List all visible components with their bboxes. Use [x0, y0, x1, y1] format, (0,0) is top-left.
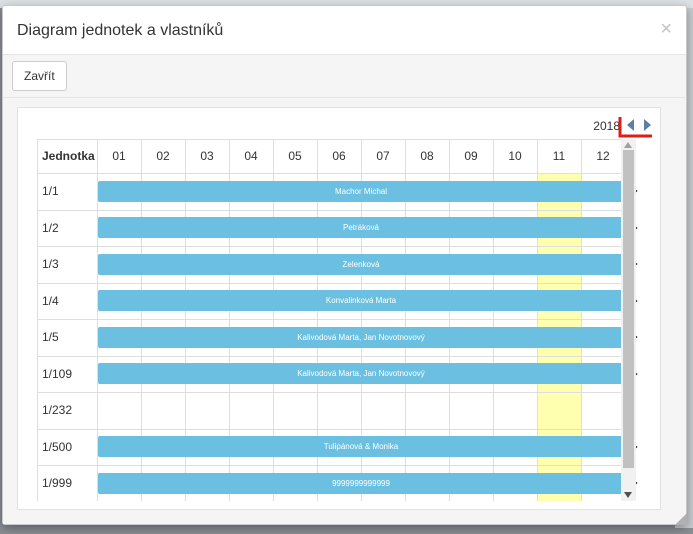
month-header: 11 [552, 149, 566, 163]
scroll-thumb[interactable] [623, 150, 634, 468]
unit-label: 1/1 [42, 184, 59, 199]
unit-label: 1/4 [42, 293, 59, 308]
unit-label: 1/5 [42, 330, 59, 345]
modal-toolbar: Zavřít [3, 55, 686, 98]
month-header: 06 [332, 149, 346, 163]
diagram-panel: 2018 Jednotka 01 02 03 04 05 06 07 08 09 10 11 12 1/… [17, 107, 661, 510]
ownership-bar[interactable]: Kalivodová Marta, Jan Novotnovový [98, 363, 624, 385]
ownership-bar[interactable]: Petráková [98, 217, 624, 239]
month-header: 07 [376, 149, 390, 163]
ownership-bar[interactable]: Konvalinková Marta [98, 290, 624, 312]
month-header: 04 [244, 149, 258, 163]
background-page [0, 0, 693, 8]
unit-label: 1/3 [42, 257, 59, 272]
ownership-bar[interactable]: Machor Michal [98, 180, 624, 202]
next-year-icon[interactable] [642, 118, 652, 132]
ownership-bar[interactable]: Tulipánová & Monika [98, 436, 624, 458]
month-header: 02 [156, 149, 170, 163]
year-label: 2018 [593, 119, 620, 133]
month-header: 12 [596, 149, 610, 163]
ownership-bar[interactable]: Kalivodová Marta, Jan Novotnovový [98, 326, 624, 348]
scroll-up-icon[interactable] [624, 142, 632, 148]
close-button[interactable]: Zavřít [12, 61, 67, 91]
column-header-unit: Jednotka [42, 149, 95, 163]
unit-label: 1/999 [42, 476, 73, 491]
month-header: 10 [508, 149, 522, 163]
unit-label: 1/109 [42, 366, 73, 381]
month-header: 01 [112, 149, 126, 163]
modal-title: Diagram jednotek a vlastníků [17, 22, 224, 39]
month-header: 05 [288, 149, 302, 163]
month-header: 08 [420, 149, 434, 163]
scroll-down-icon[interactable] [624, 492, 632, 498]
modal-body: 2018 Jednotka 01 02 03 04 05 06 07 08 09 10 11 12 1/… [3, 98, 686, 524]
close-icon[interactable]: × [660, 18, 672, 40]
vertical-scrollbar[interactable] [621, 139, 636, 501]
ownership-bar[interactable]: 9999999999999 [98, 472, 624, 494]
modal-header: Diagram jednotek a vlastníků × [3, 6, 686, 55]
prev-year-icon[interactable] [626, 118, 636, 132]
month-header: 09 [464, 149, 478, 163]
diagram-modal: Diagram jednotek a vlastníků × Zavřít 20… [2, 5, 687, 525]
gantt-grid: Jednotka 01 02 03 04 05 06 07 08 09 10 11 12 1/1 Mach… [37, 139, 638, 501]
ownership-bar[interactable]: Zelenková [98, 253, 624, 275]
resize-handle[interactable] [675, 513, 687, 525]
month-header: 03 [200, 149, 214, 163]
unit-label: 1/500 [42, 439, 73, 454]
unit-label: 1/232 [42, 403, 73, 418]
unit-label: 1/2 [42, 220, 59, 235]
